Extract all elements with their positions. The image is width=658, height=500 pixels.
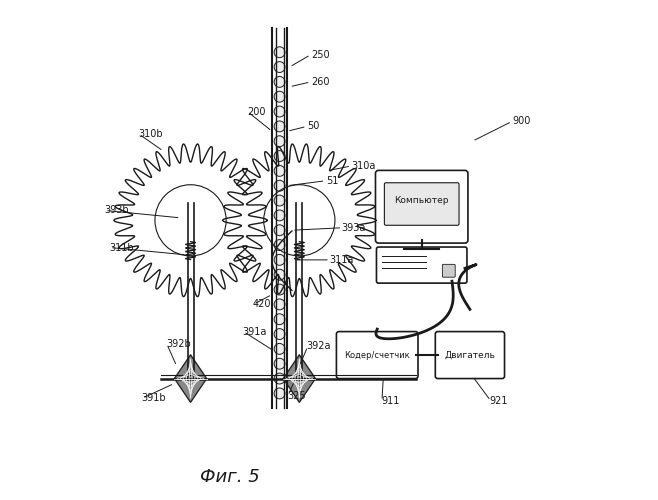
FancyBboxPatch shape	[376, 247, 467, 283]
Circle shape	[274, 166, 285, 176]
Text: 250: 250	[312, 50, 330, 59]
Text: 311b: 311b	[109, 242, 134, 252]
Text: 325: 325	[287, 391, 305, 401]
Circle shape	[274, 136, 285, 146]
Text: 310b: 310b	[139, 129, 163, 139]
Text: 921: 921	[490, 396, 508, 406]
Text: 391a: 391a	[242, 326, 267, 336]
Circle shape	[274, 121, 285, 132]
Text: 911: 911	[381, 396, 399, 406]
Text: Фиг. 5: Фиг. 5	[200, 468, 260, 486]
Circle shape	[274, 344, 285, 354]
Text: 393b: 393b	[104, 206, 129, 216]
FancyBboxPatch shape	[442, 264, 455, 277]
Circle shape	[274, 358, 285, 369]
FancyBboxPatch shape	[384, 183, 459, 226]
Text: 900: 900	[512, 116, 530, 126]
Text: 51: 51	[326, 176, 339, 186]
Circle shape	[274, 373, 285, 384]
Circle shape	[274, 76, 285, 88]
FancyBboxPatch shape	[436, 332, 505, 378]
Polygon shape	[174, 355, 207, 378]
FancyBboxPatch shape	[376, 170, 468, 243]
FancyBboxPatch shape	[336, 332, 418, 378]
Text: Кодер/счетчик: Кодер/счетчик	[344, 350, 410, 360]
Polygon shape	[174, 378, 207, 402]
Polygon shape	[283, 355, 315, 378]
Circle shape	[274, 225, 285, 235]
Circle shape	[274, 92, 285, 102]
Circle shape	[274, 299, 285, 310]
Text: 311a: 311a	[329, 255, 353, 265]
Circle shape	[274, 47, 285, 58]
Circle shape	[274, 328, 285, 340]
Circle shape	[274, 62, 285, 72]
Text: 393a: 393a	[342, 223, 366, 233]
Text: 392b: 392b	[166, 339, 191, 349]
Circle shape	[274, 314, 285, 324]
Text: 200: 200	[247, 106, 266, 117]
Circle shape	[274, 240, 285, 250]
Circle shape	[274, 210, 285, 221]
Text: 260: 260	[312, 77, 330, 87]
Text: 50: 50	[307, 122, 319, 132]
Circle shape	[274, 284, 285, 295]
Circle shape	[274, 150, 285, 162]
Text: 420: 420	[253, 300, 271, 310]
Text: 391b: 391b	[141, 394, 166, 404]
Circle shape	[274, 254, 285, 266]
Circle shape	[274, 270, 285, 280]
Text: Двигатель: Двигатель	[445, 350, 495, 360]
Circle shape	[274, 180, 285, 191]
Text: 392a: 392a	[307, 342, 331, 351]
Polygon shape	[283, 378, 315, 402]
Circle shape	[274, 106, 285, 117]
Circle shape	[274, 195, 285, 206]
Text: 310a: 310a	[351, 161, 376, 171]
Circle shape	[274, 388, 285, 399]
Text: Компьютер: Компьютер	[394, 196, 449, 204]
